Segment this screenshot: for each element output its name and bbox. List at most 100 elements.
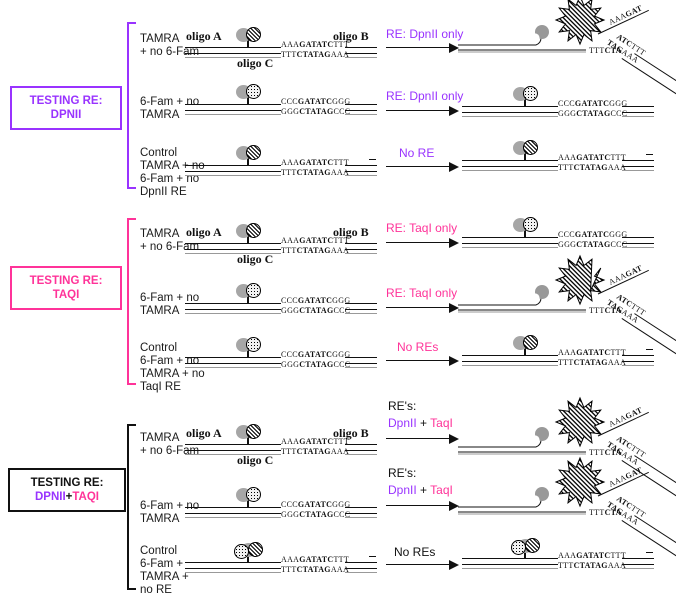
probe-structure-dual-label: AAAGATATCTTT TTTCTATAGAAA	[185, 542, 377, 588]
tamra-burst-icon	[554, 0, 606, 46]
reaction-label: No RE	[399, 146, 435, 160]
tamra-dye-icon	[525, 538, 540, 553]
section-bracket	[127, 22, 136, 189]
quencher-hook-icon	[530, 487, 549, 505]
top-strand-line	[185, 104, 281, 105]
row-label: 6-Fam + no TAMRA	[140, 96, 200, 121]
fam-dye-icon	[511, 540, 526, 555]
reaction-label: RE: DpnII only	[386, 27, 464, 41]
result-structure-tamra-intact: AAAGATATCTTT TTTCTATAGAAA	[462, 140, 654, 186]
probe-structure-fam: CCCGATATCGGG GGGCTATAGCCC	[185, 84, 377, 130]
tamra-dye-icon	[523, 140, 538, 155]
cleaved-product: AAAGAT TTTCTA ATCTTT TAGAAA	[458, 456, 676, 561]
svg-text:TTTCTA: TTTCTA	[589, 306, 622, 315]
result-structure-tamra-intact: AAAGATATCTTT TTTCTATAGAAA	[462, 335, 654, 381]
row-label: 6-Fam + no TAMRA	[140, 500, 200, 525]
fam-dye-icon	[246, 84, 261, 99]
quencher-hook-icon	[530, 427, 549, 445]
released-duplex: ATCTTT TAGAAA	[605, 292, 676, 359]
strand-end-tick	[646, 552, 653, 553]
section-box-dpnii-taqi: TESTING RE: DPNII+TAQI	[8, 468, 126, 512]
reaction-arrow	[386, 500, 459, 511]
enzyme-dpnii: DPNII	[34, 491, 66, 503]
row-label: TAMRA + no 6-Fam	[140, 228, 200, 253]
probe-structure-tamra: oligo A oligo B oligo C AAAGATATCTTT TTT…	[185, 27, 377, 73]
quencher-hook-icon	[530, 25, 549, 43]
row-label: Control 6-Fam + no TAMRA + no TaqI RE	[140, 342, 205, 393]
reaction-arrow	[386, 302, 459, 313]
oligo-b-label: oligo B	[333, 426, 369, 440]
row-label: Control 6-Fam + TAMRA + no RE	[140, 545, 189, 596]
section-box-dpnii: TESTING RE: DPNII	[10, 86, 122, 130]
bottom-sequence: TTTCTATAGAAA	[281, 50, 350, 59]
oligo-a-label: oligo A	[186, 225, 222, 239]
strand-end-tick	[646, 154, 653, 155]
reaction-arrow	[386, 42, 459, 53]
probe-structure-tamra: oligo A oligo B oligo C AAAGATATCTTT TTT…	[185, 223, 377, 269]
released-fragment: AAAGAT	[597, 405, 649, 437]
oligo-c-label: oligo C	[237, 56, 274, 70]
fam-dye-icon	[246, 337, 261, 352]
probe-structure-tamra: oligo A oligo B oligo C AAAGATATCTTT TTT…	[185, 424, 377, 470]
fam-dye-icon	[246, 487, 261, 502]
reaction-arrow	[386, 237, 459, 248]
fam-dye-icon	[246, 283, 261, 298]
tamra-burst-icon	[554, 456, 606, 508]
bottom-strand-line	[185, 53, 281, 58]
top-strand-line	[345, 47, 377, 48]
tamra-dye-icon	[246, 145, 261, 160]
reaction-arrow	[386, 433, 459, 444]
row-label: TAMRA + no 6-Fam	[140, 432, 200, 457]
oligo-a-label: oligo A	[186, 426, 222, 440]
probe-structure-tamra: AAAGATATCTTT TTTCTATAGAAA	[185, 145, 377, 191]
result-structure-fam-intact: CCCGATATCGGG GGGCTATAGCCC	[462, 86, 654, 132]
reaction-label: No REs	[397, 340, 439, 354]
top-sequence: AAAGATATCTTT	[281, 40, 350, 49]
tamra-burst-icon	[554, 396, 606, 448]
strand-end-tick	[369, 159, 376, 160]
reaction-label: DpnII + TaqI	[388, 416, 453, 430]
reaction-title: RE's:	[388, 399, 417, 413]
enzyme-taqi: TAQI	[72, 491, 99, 503]
released-fragment: AAAGAT	[597, 263, 649, 295]
reaction-label: RE: TaqI only	[386, 286, 458, 300]
bottom-strand-line	[345, 53, 377, 58]
tamra-dye-icon	[246, 27, 261, 42]
svg-text:TTTCTA: TTTCTA	[589, 448, 622, 457]
quencher-hook-icon	[530, 285, 549, 303]
svg-text:TTTCTA: TTTCTA	[589, 508, 622, 517]
cleaved-product: AAAGAT TTTCTA ATCTTT TAGAAA	[458, 254, 676, 359]
fam-dye-icon	[234, 544, 249, 559]
reaction-label: DpnII + TaqI	[388, 483, 453, 497]
probe-structure-fam: CCCGATATCGGG GGGCTATAGCCC	[185, 283, 377, 329]
section-box-title: TESTING RE:	[29, 95, 103, 107]
reaction-arrow	[386, 559, 459, 570]
oligo-c-label: oligo C	[237, 252, 274, 266]
cleaved-product: AAAGAT TTTCTA ATCTTT TAGAAA	[458, 0, 676, 99]
oligo-b-label: oligo B	[333, 225, 369, 239]
section-bracket	[127, 218, 136, 385]
bottom-strand-end-sequence: TTTCTA	[589, 46, 622, 55]
row-label: TAMRA + no 6-Fam	[140, 33, 200, 58]
reaction-label: No REs	[394, 545, 436, 559]
top-strand-line	[185, 47, 281, 48]
tamra-dye-icon	[246, 223, 261, 238]
section-bracket	[127, 424, 136, 590]
released-fragment: AAAGAT	[597, 3, 649, 35]
reaction-arrow	[386, 105, 459, 116]
tamra-burst-icon	[554, 254, 606, 306]
bottom-strand-line	[185, 110, 281, 115]
result-structure-dual-intact: AAAGATATCTTT TTTCTATAGAAA	[462, 538, 654, 584]
tamra-dye-icon	[248, 542, 263, 557]
reaction-label: RE: DpnII only	[386, 89, 464, 103]
oligo-b-label: oligo B	[333, 29, 369, 43]
hairpin-stem	[247, 93, 249, 104]
reaction-arrow	[386, 355, 459, 366]
oligo-c-label: oligo C	[237, 453, 274, 467]
reaction-title: RE's:	[388, 466, 417, 480]
cleaved-product: AAAGAT TTTCTA ATCTTT TAGAAA	[458, 396, 676, 501]
probe-structure-fam: CCCGATATCGGG GGGCTATAGCCC	[185, 487, 377, 533]
reaction-label: RE: TaqI only	[386, 221, 458, 235]
strand-end-tick	[646, 349, 653, 350]
